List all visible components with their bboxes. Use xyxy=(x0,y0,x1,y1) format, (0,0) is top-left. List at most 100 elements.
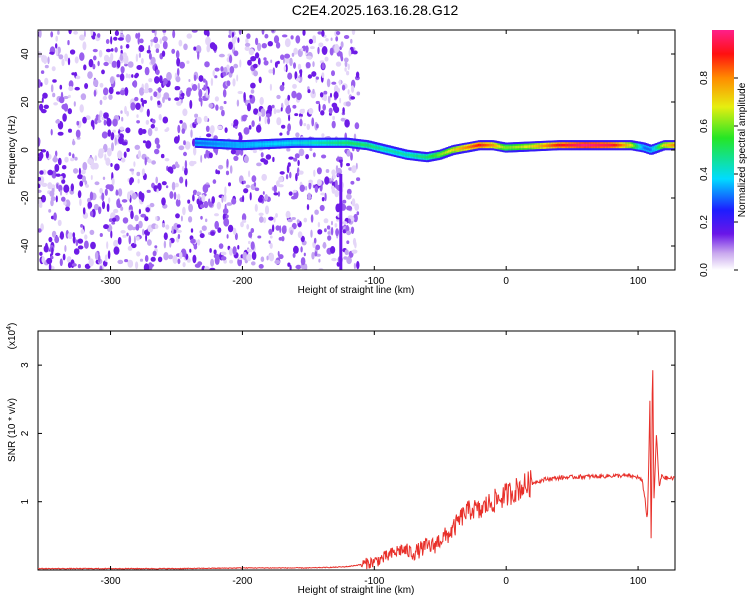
noise-speckle xyxy=(99,187,103,194)
noise-speckle xyxy=(189,248,192,253)
noise-speckle xyxy=(137,178,140,184)
noise-speckle xyxy=(84,240,89,249)
noise-speckle xyxy=(257,235,262,239)
noise-speckle xyxy=(57,219,62,227)
noise-speckle xyxy=(319,92,324,98)
noise-speckle xyxy=(63,95,69,100)
noise-speckle xyxy=(39,103,44,111)
noise-speckle xyxy=(326,78,331,88)
noise-speckle xyxy=(179,120,183,124)
colorbar-tick-label: 0.4 xyxy=(699,167,710,181)
noise-speckle xyxy=(135,236,140,241)
noise-speckle xyxy=(122,52,127,58)
noise-speckle xyxy=(143,263,150,270)
noise-speckle xyxy=(303,217,308,223)
noise-speckle xyxy=(287,94,291,101)
noise-speckle xyxy=(156,143,161,149)
noise-speckle xyxy=(114,30,119,36)
noise-speckle xyxy=(126,148,130,152)
noise-speckle xyxy=(106,203,110,212)
y-tick-label: 0 xyxy=(20,147,31,153)
noise-speckle xyxy=(110,36,113,45)
noise-speckle xyxy=(330,246,336,254)
noise-speckle xyxy=(351,198,356,207)
noise-speckle xyxy=(250,241,255,251)
noise-speckle xyxy=(148,52,152,60)
noise-speckle xyxy=(172,255,178,264)
noise-speckle xyxy=(171,226,174,235)
noise-speckle xyxy=(306,123,311,130)
noise-speckle xyxy=(303,252,306,257)
noise-speckle xyxy=(278,254,284,260)
noise-speckle xyxy=(307,89,311,94)
noise-speckle xyxy=(117,37,124,41)
noise-speckle xyxy=(77,174,83,180)
spectrogram-y-label: Frequency (Hz) xyxy=(7,116,18,185)
noise-speckle xyxy=(345,101,351,107)
noise-speckle xyxy=(355,71,360,79)
ridge-core xyxy=(671,143,675,147)
noise-speckle xyxy=(40,109,47,114)
noise-speckle xyxy=(115,91,121,95)
noise-speckle xyxy=(261,43,267,49)
noise-speckle xyxy=(181,166,185,172)
noise-speckle xyxy=(226,80,231,87)
noise-speckle xyxy=(72,138,75,146)
noise-speckle xyxy=(110,48,114,52)
snr-x-label: Height of straight line (km) xyxy=(298,585,415,596)
ridge-core xyxy=(251,143,255,146)
noise-speckle xyxy=(80,228,85,235)
noise-speckle xyxy=(346,205,353,211)
noise-speckle xyxy=(64,245,67,252)
noise-speckle xyxy=(79,104,84,113)
x-tick-label: -100 xyxy=(364,276,384,287)
noise-speckle xyxy=(154,126,158,132)
noise-speckle xyxy=(102,176,106,180)
noise-speckle xyxy=(281,236,285,242)
noise-speckle xyxy=(43,245,49,253)
noise-speckle xyxy=(111,221,116,225)
noise-speckle xyxy=(267,117,271,125)
noise-speckle xyxy=(210,77,214,87)
noise-speckle xyxy=(202,78,206,83)
noise-speckle xyxy=(176,101,182,106)
noise-speckle xyxy=(44,64,49,69)
noise-speckle xyxy=(174,161,179,168)
noise-speckle xyxy=(202,97,209,102)
noise-speckle xyxy=(182,262,186,268)
noise-speckle xyxy=(151,160,157,165)
noise-speckle xyxy=(193,74,197,82)
noise-speckle xyxy=(103,112,109,119)
noise-speckle xyxy=(335,61,342,67)
noise-speckle xyxy=(307,192,312,201)
noise-speckle xyxy=(299,118,303,127)
noise-speckle xyxy=(274,259,281,265)
noise-speckle xyxy=(308,179,313,184)
noise-speckle xyxy=(136,65,143,70)
noise-speckle xyxy=(297,159,300,167)
noise-speckle xyxy=(99,265,103,270)
noise-speckle xyxy=(253,70,258,77)
noise-speckle xyxy=(289,171,292,179)
noise-speckle xyxy=(186,60,190,64)
noise-speckle xyxy=(61,58,65,67)
noise-speckle xyxy=(52,92,56,98)
noise-speckle xyxy=(321,30,325,37)
noise-speckle xyxy=(340,160,343,168)
noise-speckle xyxy=(275,225,280,231)
noise-speckle xyxy=(69,49,76,55)
noise-speckle xyxy=(315,100,320,105)
noise-speckle xyxy=(184,160,188,169)
noise-speckle xyxy=(279,225,282,234)
ridge-core xyxy=(603,143,607,147)
noise-speckle xyxy=(138,45,145,52)
noise-speckle xyxy=(82,175,86,183)
noise-speckle xyxy=(166,127,170,132)
noise-speckle xyxy=(263,60,269,66)
noise-speckle xyxy=(264,33,269,39)
noise-speckle xyxy=(194,113,199,118)
noise-speckle xyxy=(90,175,93,180)
noise-speckle xyxy=(190,129,193,138)
noise-speckle xyxy=(145,140,152,149)
noise-speckle xyxy=(243,180,246,184)
